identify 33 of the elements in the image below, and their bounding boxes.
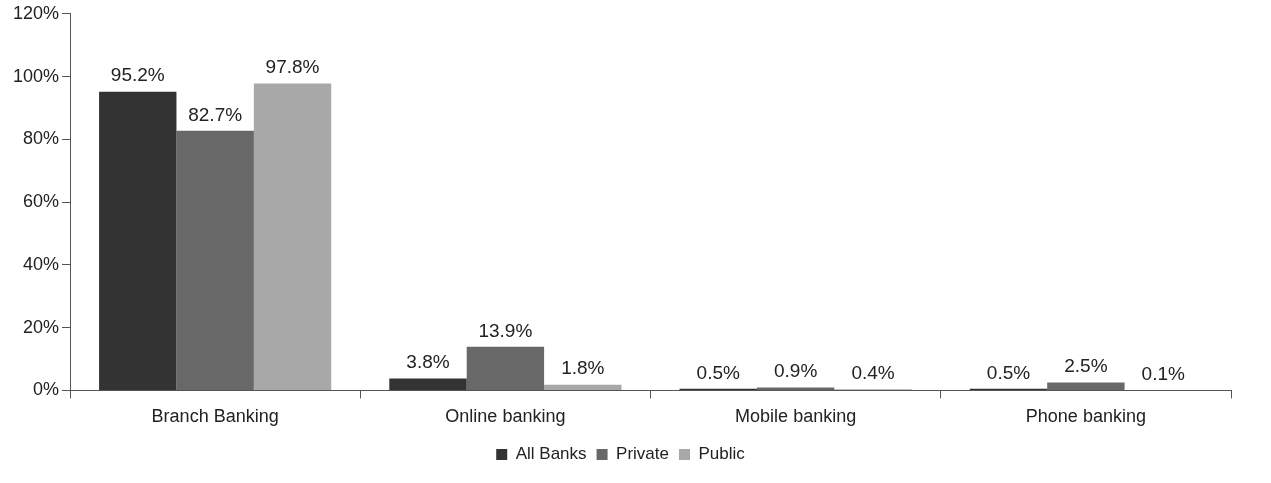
- x-tick-label: Online banking: [445, 406, 566, 427]
- y-tick-label: 120%: [12, 2, 60, 23]
- y-tick-label: 60%: [23, 191, 60, 212]
- bar: [99, 91, 177, 390]
- text: 0.4%: [851, 361, 895, 383]
- bar: [466, 346, 545, 390]
- text: 13.9%: [478, 319, 533, 341]
- legend-label: Public: [698, 444, 746, 464]
- x-tick-label: Phone banking: [1025, 406, 1146, 427]
- y-tick-label: 20%: [23, 316, 60, 337]
- text: 82.7%: [188, 103, 243, 125]
- x-tick-label: Mobile banking: [735, 406, 857, 427]
- text: 3.8%: [406, 351, 450, 373]
- bar: [1047, 382, 1125, 390]
- bar: [389, 378, 467, 390]
- legend-label: All Banks: [515, 444, 587, 464]
- y-tick-label: 40%: [23, 253, 60, 274]
- legend-label: Private: [616, 444, 669, 464]
- text: 0.5%: [986, 361, 1031, 383]
- y-tick-label: 100%: [12, 65, 60, 86]
- bar: [253, 83, 332, 390]
- x-tick-label: Branch Banking: [151, 406, 279, 427]
- text: 0.1%: [1141, 362, 1185, 384]
- text: 2.5%: [1064, 355, 1108, 377]
- text: 0.5%: [696, 361, 740, 383]
- bar: [544, 384, 622, 390]
- text: 97.8%: [265, 56, 320, 78]
- y-tick-label: 80%: [23, 128, 60, 149]
- text: 1.8%: [561, 357, 605, 379]
- y-tick-label: 0%: [33, 379, 60, 400]
- text: 95.2%: [110, 64, 165, 86]
- text: 0.9%: [773, 360, 818, 382]
- bar: [176, 130, 254, 390]
